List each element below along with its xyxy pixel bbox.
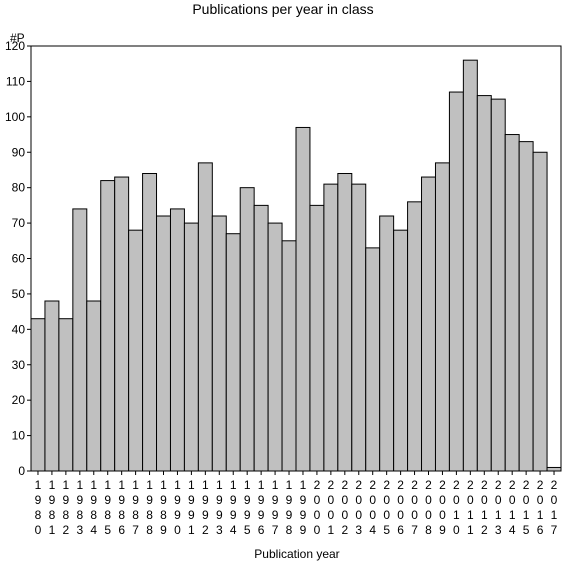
bar-2015 — [518, 141, 534, 472]
bar-1989 — [156, 215, 171, 472]
x-axis-ticks: 1 9 8 0 1 9 8 1 1 9 8 2 1 9 8 3 1 9 8 4 1 9 8 5 1 9 8 6 1 9 8 7 1 9 8 8 1 9 8 9… — [35, 471, 558, 537]
bar-1998 — [281, 240, 297, 472]
bar-2013 — [490, 98, 506, 472]
y-tick-label-40: 40 — [12, 322, 26, 336]
bar-2014 — [504, 134, 520, 472]
bar-2007 — [407, 201, 423, 472]
y-tick-label-10: 10 — [12, 429, 26, 443]
y-tick-label-80: 80 — [12, 181, 26, 195]
bar-1986 — [114, 176, 130, 472]
y-tick-label-90: 90 — [12, 145, 26, 159]
bar-1995 — [239, 187, 255, 472]
chart-title: Publications per year in class — [192, 1, 373, 17]
bar-1999 — [295, 126, 311, 472]
bar-1985 — [100, 180, 116, 472]
bar-1988 — [142, 173, 158, 472]
bar-1982 — [58, 318, 74, 472]
bar-2006 — [393, 229, 409, 472]
bar-2016 — [532, 151, 548, 472]
y-tick-label-60: 60 — [12, 252, 26, 266]
bar-2003 — [351, 183, 367, 472]
bar-1984 — [86, 300, 102, 472]
x-axis-label: Publication year — [254, 547, 339, 561]
bar-1990 — [169, 208, 185, 472]
bar-1980 — [30, 318, 46, 472]
bar-1994 — [225, 233, 241, 472]
y-tick-label-20: 20 — [12, 393, 26, 407]
bar-1996 — [253, 204, 269, 472]
bar-1991 — [183, 222, 199, 472]
y-tick-label-50: 50 — [12, 287, 26, 301]
bar-1981 — [44, 300, 60, 472]
bar-2010 — [448, 91, 464, 472]
y-tick-label-30: 30 — [12, 358, 26, 372]
bar-1993 — [211, 215, 227, 472]
bar-2017 — [546, 466, 562, 472]
bar-1987 — [128, 229, 144, 472]
bar-2005 — [379, 215, 395, 472]
y-axis-ticks: 0 10 20 30 40 50 60 70 80 90 100 110 120 — [5, 39, 31, 478]
y-tick-label-120: 120 — [5, 39, 25, 53]
y-axis-label: #P — [10, 31, 25, 45]
bar-2000 — [309, 204, 325, 472]
bar-2002 — [337, 173, 353, 472]
bar-2001 — [323, 183, 339, 472]
bar-1997 — [267, 222, 283, 472]
y-tick-label-70: 70 — [12, 216, 26, 230]
bar-1992 — [197, 162, 213, 472]
y-tick-label-110: 110 — [6, 74, 25, 88]
y-tick-label-100: 100 — [5, 110, 25, 124]
bar-2004 — [365, 247, 381, 472]
y-tick-label-0: 0 — [18, 464, 25, 478]
bars-group — [30, 59, 562, 472]
bar-2011 — [462, 59, 478, 472]
bar-2012 — [476, 95, 492, 472]
bar-2009 — [434, 162, 450, 472]
bar-2008 — [421, 176, 436, 472]
bar-1983 — [72, 208, 88, 472]
